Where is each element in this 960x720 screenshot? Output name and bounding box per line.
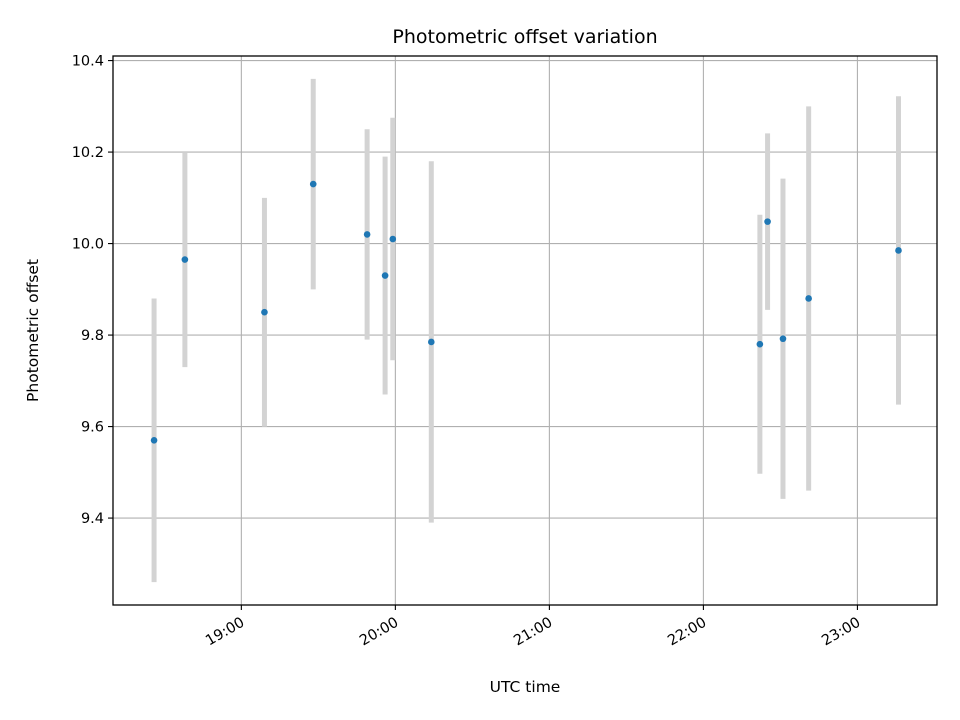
y-tick-label: 10.0 [72,237,104,253]
y-tick-label: 10.4 [72,54,104,70]
y-axis-title: Photometric offset [24,259,42,402]
data-point [309,180,317,188]
x-axis-title: UTC time [490,678,561,696]
data-point [150,437,158,444]
data-point [895,247,902,254]
y-tick-label: 9.8 [81,328,104,344]
data-point [381,272,389,279]
data-point [181,256,189,263]
y-tick-label: 9.4 [81,511,104,527]
grid-layer [113,56,937,605]
data-point [764,218,771,225]
point-layer [150,180,902,444]
chart-title: Photometric offset variation [392,26,657,48]
data-point [756,340,764,348]
data-point [261,308,268,316]
data-point [779,335,787,343]
y-tick-label: 9.6 [81,420,104,436]
y-tick-label: 10.2 [72,145,104,161]
plot-frame [112,55,938,606]
data-point [363,231,371,238]
data-point [389,235,397,243]
data-point [428,338,435,346]
data-point [805,295,812,302]
